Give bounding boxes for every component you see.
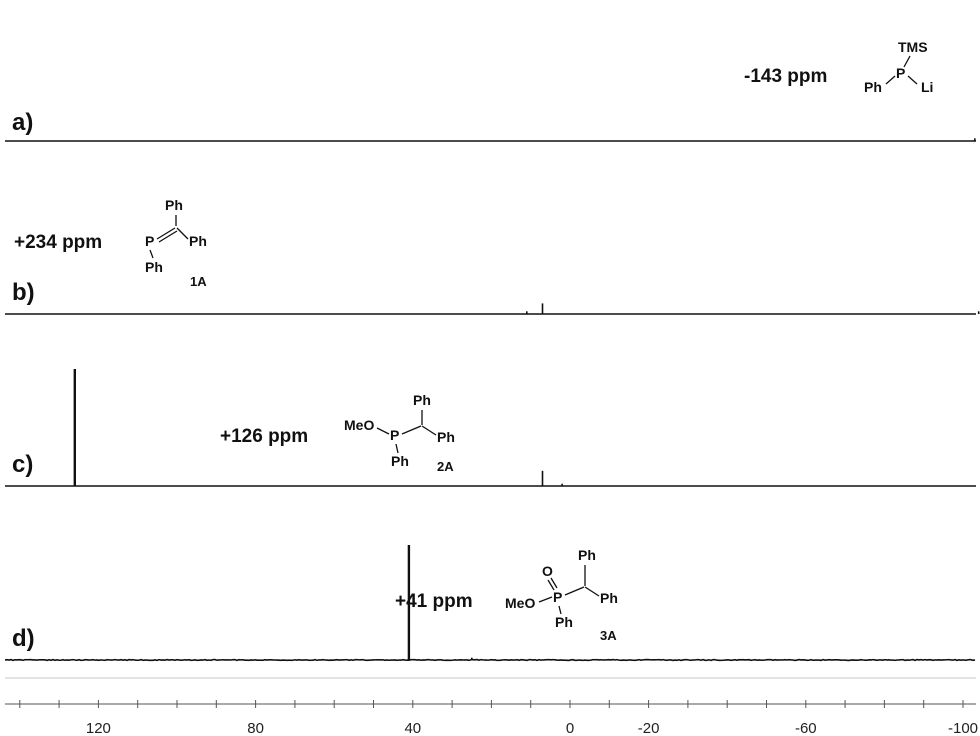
structure-c: Ph MeO P Ph Ph 2A (344, 392, 455, 474)
structure-c-meo: MeO (344, 417, 374, 433)
structure-d-p: P (553, 589, 562, 605)
structure-b-ph-top: Ph (165, 197, 183, 213)
panel-label-d: d) (12, 625, 35, 652)
structure-a-tms: TMS (898, 39, 928, 55)
spectrum-traces (4, 138, 980, 662)
x-axis: 28024020016012080400-20-60-100-160 (5, 677, 978, 736)
structure-d: Ph O MeO P Ph Ph 3A (505, 547, 618, 643)
x-tick-label: -20 (638, 720, 660, 736)
structure-d-meo: MeO (505, 595, 535, 611)
structure-c-ph-top: Ph (413, 392, 431, 408)
peak-label-a: -143 ppm (744, 66, 827, 87)
structure-b-ph-right: Ph (189, 233, 207, 249)
x-tick-label: -100 (948, 720, 978, 736)
structure-c-p: P (390, 427, 399, 443)
structure-b: Ph P Ph Ph 1A (145, 197, 207, 289)
x-tick-label: 80 (247, 720, 264, 736)
structure-d-ph-right: Ph (600, 590, 618, 606)
panel-label-c: c) (12, 451, 33, 478)
spectrum-baseline (4, 658, 976, 662)
structure-d-ph-top: Ph (578, 547, 596, 563)
structure-b-compound-label: 1A (190, 274, 207, 289)
spectrum-trace-4 (4, 545, 976, 662)
x-tick-label: 120 (86, 720, 111, 736)
structure-a-ph: Ph (864, 79, 882, 95)
peak-label-b: +234 ppm (14, 232, 102, 253)
structure-d-ph-bottom: Ph (555, 614, 573, 630)
structure-b-p: P (145, 233, 154, 249)
spectrum-trace-1 (5, 138, 976, 142)
structure-a: TMS P Ph Li (864, 39, 933, 95)
peak-label-c: +126 ppm (220, 426, 308, 447)
panel-label-b: b) (12, 279, 35, 306)
structure-d-compound-label: 3A (600, 628, 617, 643)
panel-label-a: a) (12, 109, 33, 136)
structure-c-ph-bottom: Ph (391, 453, 409, 469)
spectrum-trace-3 (5, 369, 976, 487)
x-tick-label: 0 (566, 720, 574, 736)
peak-label-d: +41 ppm (395, 591, 473, 612)
x-tick-label: 40 (404, 720, 421, 736)
structure-a-li: Li (921, 79, 933, 95)
structure-c-compound-label: 2A (437, 459, 454, 474)
spectrum-trace-2 (5, 303, 980, 315)
x-tick-label: -60 (795, 720, 817, 736)
structure-d-o: O (542, 563, 553, 579)
structure-c-ph-right: Ph (437, 429, 455, 445)
structure-b-ph-bottom: Ph (145, 259, 163, 275)
structure-a-p: P (896, 65, 905, 81)
